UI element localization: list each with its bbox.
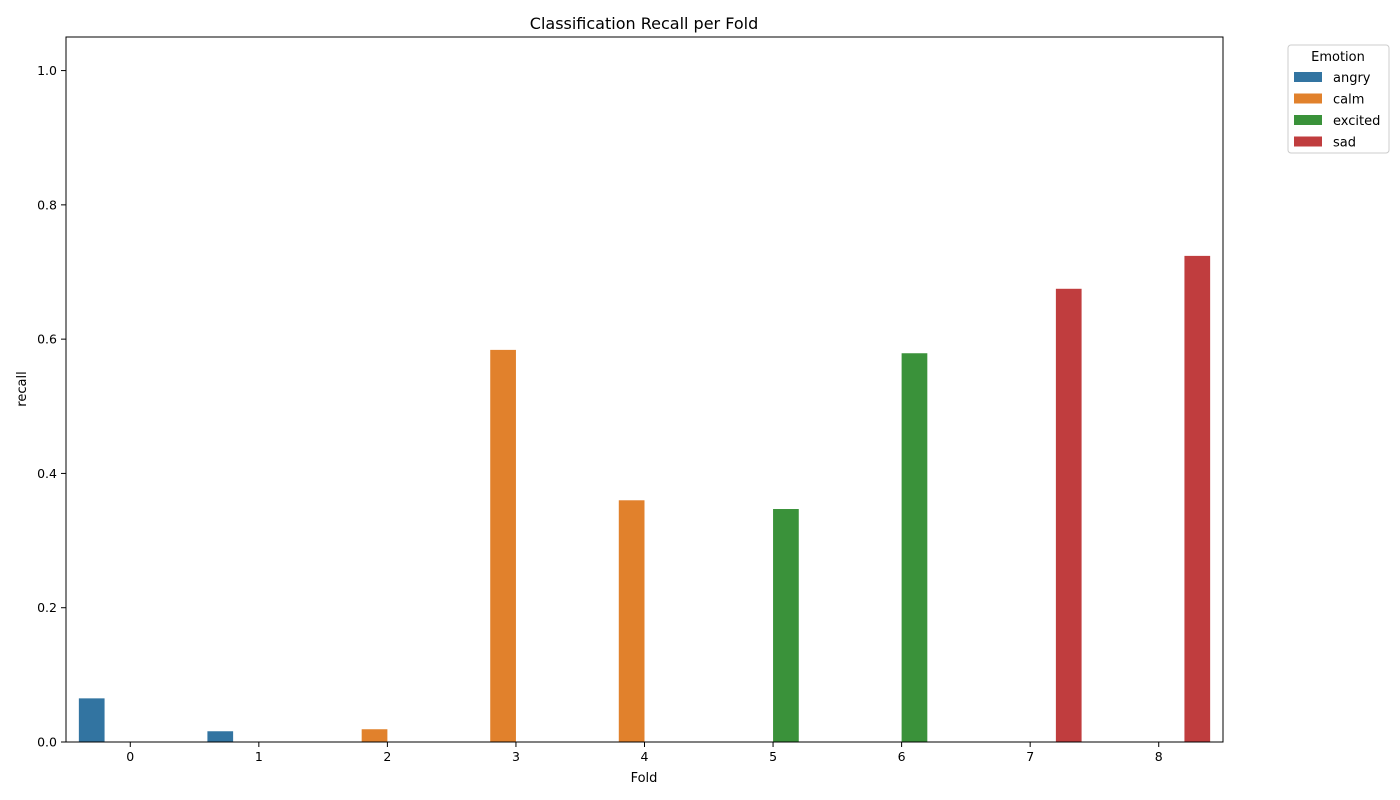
x-tick-label: 2 [383,749,391,764]
y-tick-label: 0.2 [37,600,57,615]
bar-calm-fold-3 [490,349,516,742]
legend-label-sad: sad [1333,136,1356,151]
x-tick-label: 1 [255,749,263,764]
x-tick-label: 0 [126,749,134,764]
legend-swatch-angry [1294,72,1322,82]
y-tick-label: 1.0 [37,63,57,78]
legend-swatch-excited [1294,115,1322,125]
bar-excited-fold-6 [901,353,928,742]
legend-label-calm: calm [1333,93,1364,108]
bar-excited-fold-5 [773,509,799,742]
y-axis-ticks: 0.0 0.2 0.4 0.6 0.8 1.0 [37,63,66,750]
bar-sad-fold-8 [1184,255,1211,742]
bar-calm-fold-2 [361,729,388,742]
x-tick-label: 6 [898,749,906,764]
y-tick-label: 0.6 [37,332,57,347]
x-tick-label: 5 [769,749,777,764]
bar-calm-fold-4 [618,500,645,742]
legend-items: angry calm excited sad [1294,71,1380,151]
chart-title: Classification Recall per Fold [530,14,758,33]
y-tick-label: 0.4 [37,466,57,481]
bar-sad-fold-7 [1055,288,1082,742]
x-tick-label: 3 [512,749,520,764]
legend-label-excited: excited [1333,114,1380,129]
plot-area [78,255,1211,742]
x-tick-label: 8 [1155,749,1163,764]
legend-title: Emotion [1311,50,1365,65]
y-tick-label: 0.8 [37,197,57,212]
x-tick-label: 4 [641,749,649,764]
bar-angry-fold-1 [207,731,234,742]
legend-label-angry: angry [1333,71,1371,86]
y-tick-label: 0.0 [37,735,57,750]
legend: Emotion angry calm excited sad [1287,44,1390,154]
x-tick-label: 7 [1026,749,1034,764]
y-axis-label: recall [15,371,30,406]
legend-swatch-calm [1294,93,1322,104]
x-axis-ticks: 0 1 2 3 4 5 6 7 8 [126,742,1163,764]
legend-swatch-sad [1294,136,1322,147]
x-axis-label: Fold [631,771,658,786]
bar-angry-fold-0 [78,698,105,742]
